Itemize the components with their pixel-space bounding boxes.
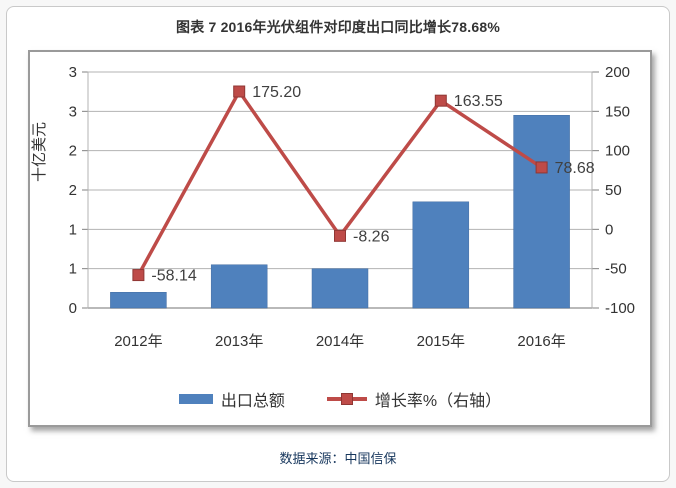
bar xyxy=(110,292,167,309)
bar xyxy=(412,201,470,309)
right-axis-tick-label: 100 xyxy=(605,143,630,160)
x-axis-label: 2016年 xyxy=(517,333,565,350)
data-label: 163.55 xyxy=(454,93,503,110)
bar xyxy=(311,268,369,309)
bar xyxy=(210,264,268,309)
right-axis-tick-label: 50 xyxy=(605,182,622,199)
left-axis-tick-label: 3 xyxy=(69,64,77,81)
legend-label-exports: 出口总额 xyxy=(220,393,285,410)
data-label: 78.68 xyxy=(555,160,595,177)
line-marker xyxy=(334,229,346,242)
legend: 出口总额 增长率%（右轴） xyxy=(28,388,652,410)
legend-item-growth: 增长率%（右轴） xyxy=(326,387,502,411)
right-axis-tick-label: 150 xyxy=(605,103,630,120)
line-series xyxy=(136,88,543,276)
line-marker-square-icon xyxy=(340,393,353,405)
x-axis-label: 2013年 xyxy=(215,333,263,350)
data-label: 175.20 xyxy=(252,84,301,101)
x-axis-label: 2012年 xyxy=(114,333,162,350)
left-axis-tick-label: 3 xyxy=(69,103,77,120)
line-marker xyxy=(535,161,548,174)
right-axis-tick-label: -50 xyxy=(605,261,627,278)
data-label: -8.26 xyxy=(353,228,390,245)
left-axis-tick-label: 2 xyxy=(69,143,77,160)
data-source-text: 数据来源：中国信保 xyxy=(279,451,397,466)
right-axis-tick-label: -100 xyxy=(605,300,635,317)
y-axis-title: 十亿美元 xyxy=(31,122,48,182)
left-axis-tick-label: 0 xyxy=(69,300,77,317)
legend-label-growth: 增长率%（右轴） xyxy=(374,393,502,410)
right-axis-tick-label: 0 xyxy=(605,221,613,238)
left-axis-tick-label: 1 xyxy=(69,261,77,278)
x-axis-label: 2014年 xyxy=(316,333,364,350)
line-series-marker-icon xyxy=(326,393,367,405)
bar-series-swatch-icon xyxy=(178,394,213,404)
line-marker xyxy=(132,269,145,282)
chart-title: 图表 7 2016年光伏组件对印度出口同比增长78.68% xyxy=(176,19,500,35)
x-axis-label: 2015年 xyxy=(417,333,465,350)
legend-item-exports: 出口总额 xyxy=(178,387,285,411)
chart-svg: 3 200 3 150 2 100 2 50 1 0 1 -50 0 -100 -58.14 175.20 -8… xyxy=(31,64,635,350)
chart-box: 3 200 3 150 2 100 2 50 1 0 1 -50 0 -100 -58.14 175.20 -8… xyxy=(28,50,652,427)
line-marker xyxy=(434,94,447,107)
right-axis-tick-label: 200 xyxy=(605,64,630,81)
left-axis-tick-label: 1 xyxy=(69,221,77,238)
left-axis-tick-label: 2 xyxy=(69,182,77,199)
data-label: -58.14 xyxy=(151,268,196,285)
line-marker xyxy=(233,85,246,98)
bar xyxy=(513,115,570,309)
